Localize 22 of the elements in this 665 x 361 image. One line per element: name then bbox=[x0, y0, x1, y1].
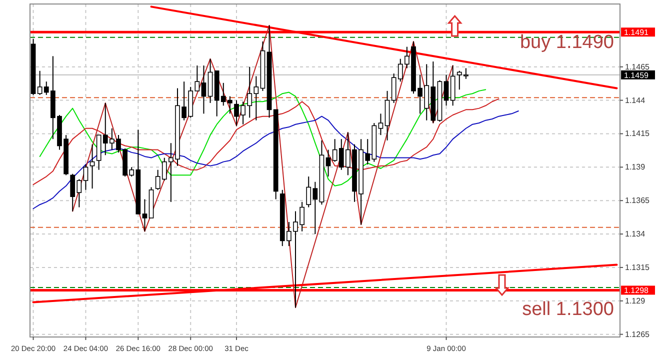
candlestick bbox=[83, 164, 88, 190]
ref-line-label: 1.1491 bbox=[624, 28, 650, 38]
y-tick-label: 1.144 bbox=[625, 96, 646, 105]
y-tick-label: 1.129 bbox=[625, 296, 646, 306]
y-tick-label: 1.1415 bbox=[625, 129, 650, 138]
y-tick-label: 1.1365 bbox=[625, 196, 650, 206]
candlestick bbox=[444, 74, 449, 106]
candlestick bbox=[142, 198, 148, 232]
candlestick bbox=[378, 113, 384, 136]
y-tick-label: 1.134 bbox=[625, 230, 646, 239]
line-series bbox=[72, 24, 454, 308]
ref-line-label: 1.1298 bbox=[624, 286, 650, 296]
annotation: buy 1.1490 bbox=[520, 32, 614, 53]
ref-line-label: 1.1459 bbox=[624, 70, 650, 80]
y-tick-label: 1.139 bbox=[625, 162, 646, 172]
y-tick-label: 1.1465 bbox=[625, 62, 650, 72]
candlestick bbox=[326, 149, 331, 178]
y-tick-label: 1.1265 bbox=[625, 330, 650, 339]
line-series bbox=[32, 110, 519, 210]
y-tick-label: 1.1315 bbox=[625, 262, 650, 272]
annotation: sell 1.1300 bbox=[522, 299, 614, 320]
candlestick bbox=[201, 65, 206, 114]
